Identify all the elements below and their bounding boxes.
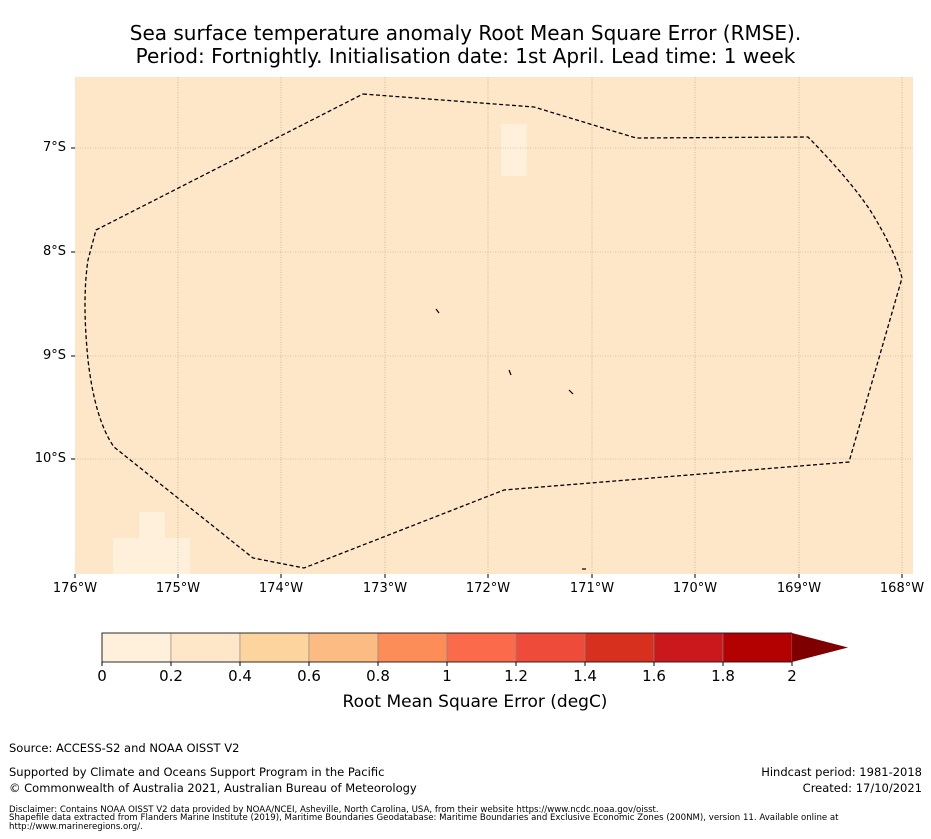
low-rmse-cell — [501, 124, 527, 176]
lon-label-173w: 173°W — [362, 581, 408, 596]
low-rmse-cell — [113, 538, 190, 574]
colorbar-segment — [239, 632, 310, 663]
island-outlines — [435, 308, 586, 570]
colorbar-extend-arrow — [792, 633, 848, 662]
colorbar-tick-label: 0.4 — [228, 667, 252, 685]
colorbar-tick-label: 2 — [787, 667, 797, 685]
colorbar-tick-label: 0.6 — [297, 667, 321, 685]
colorbar-tick-label: 1 — [442, 667, 452, 685]
lon-label-176w: 176°W — [52, 581, 98, 596]
colorbar-title: Root Mean Square Error (degC) — [342, 692, 608, 712]
lon-label-168w: 168°W — [879, 581, 925, 596]
colorbar-tick-label: 1.2 — [504, 667, 528, 685]
colorbar-tick-label: 1.6 — [642, 667, 666, 685]
colorbar — [101, 632, 848, 666]
map-title-line-2: Period: Fortnightly. Initialisation date… — [135, 44, 796, 68]
colorbar-tick-label: 0.8 — [366, 667, 390, 685]
colorbar-segment — [446, 632, 517, 663]
disclaimer-line-2: Shapefile data extracted from Flanders M… — [9, 813, 839, 823]
colorbar-segment — [653, 632, 724, 663]
eez-boundary — [84, 93, 903, 569]
colorbar-tick-label: 0.2 — [159, 667, 183, 685]
copyright-text: © Commonwealth of Australia 2021, Austra… — [9, 781, 417, 795]
lon-label-174w: 174°W — [258, 581, 304, 596]
lon-label-169w: 169°W — [776, 581, 822, 596]
lon-label-170w: 170°W — [672, 581, 718, 596]
lat-label-8s: 8°S — [42, 244, 66, 259]
lon-label-171w: 171°W — [569, 581, 615, 596]
lon-label-175w: 175°W — [155, 581, 201, 596]
disclaimer-line-3: http://www.marineregions.org/. — [9, 822, 143, 832]
colorbar-tick-label: 0 — [97, 667, 107, 685]
map-background — [75, 77, 913, 574]
lat-label-10s: 10°S — [34, 451, 66, 466]
map-gridlines — [75, 77, 913, 574]
colorbar-segment — [377, 632, 448, 663]
axis-ticks — [71, 147, 903, 578]
lat-label-9s: 9°S — [42, 348, 66, 363]
map-title-line-1: Sea surface temperature anomaly Root Mea… — [129, 21, 802, 45]
lat-label-7s: 7°S — [42, 140, 66, 155]
hindcast-period: Hindcast period: 1981-2018 — [761, 765, 922, 779]
support-text: Supported by Climate and Oceans Support … — [9, 765, 385, 779]
colorbar-segment — [515, 632, 586, 663]
created-date: Created: 17/10/2021 — [802, 781, 922, 795]
colorbar-tick-label: 1.4 — [573, 667, 597, 685]
colorbar-segment — [308, 632, 379, 663]
colorbar-segment — [170, 632, 241, 663]
colorbar-tick-label: 1.8 — [711, 667, 735, 685]
colorbar-segment — [722, 632, 793, 663]
colorbar-segment — [584, 632, 655, 663]
lon-label-172w: 172°W — [465, 581, 511, 596]
colorbar-segment — [101, 632, 172, 663]
low-rmse-cell — [139, 512, 165, 539]
source-text: Source: ACCESS-S2 and NOAA OISST V2 — [9, 741, 240, 755]
disclaimer-line-1: Disclaimer: Contains NOAA OISST V2 data … — [9, 805, 659, 815]
